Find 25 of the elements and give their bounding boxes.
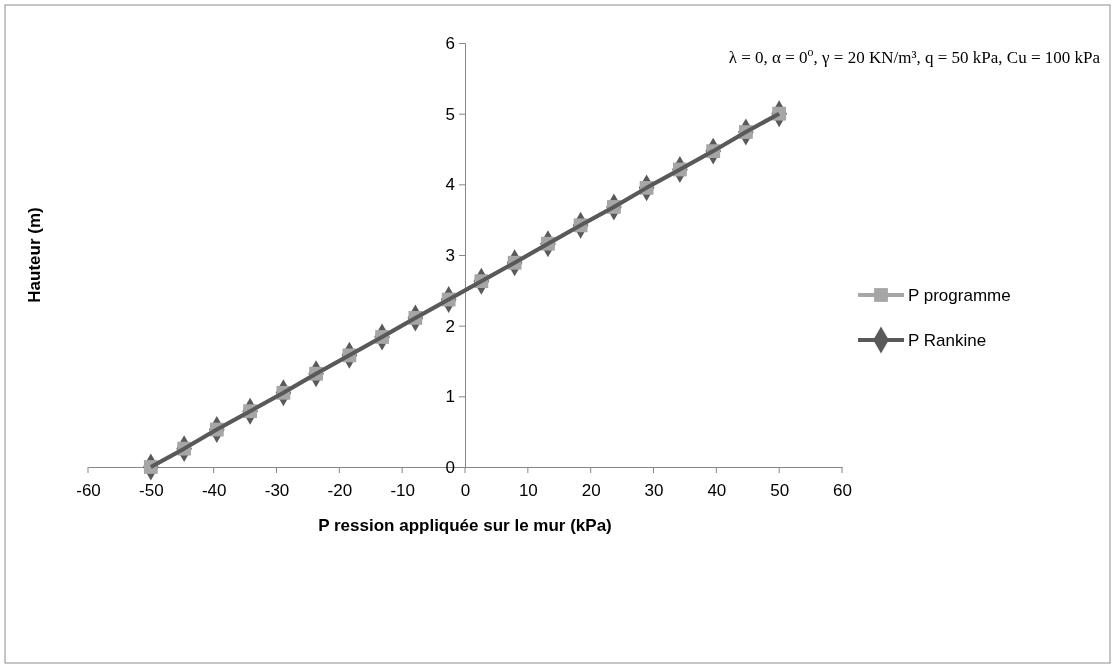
x-tick-label: -10: [390, 480, 415, 500]
x-tick-label: 30: [644, 480, 664, 500]
x-tick-label: 0: [460, 480, 471, 500]
y-tick-label: 3: [445, 245, 455, 265]
y-tick-label: 1: [445, 387, 455, 407]
y-tick-label: 6: [445, 33, 455, 53]
x-tick-label: -60: [76, 480, 101, 500]
x-tick-label: 60: [833, 480, 852, 500]
x-tick-label: 50: [770, 480, 790, 500]
annotation: λ = 0, α = 0$^{o}$, γ = 20 KN/m³, q = 50 kPa, Cu = 100 kPa: [728, 45, 1101, 67]
x-tick-label: -50: [139, 480, 164, 500]
y-tick-label: 4: [445, 175, 455, 195]
x-tick-label: 20: [581, 480, 601, 500]
y-axis-title: Hauteur (m): [25, 207, 44, 303]
x-axis-title: P ression appliquée sur le mur (kPa): [318, 516, 612, 535]
legend-label: P Rankine: [908, 331, 987, 350]
x-tick-label: 10: [518, 480, 538, 500]
x-tick-label: -20: [327, 480, 353, 500]
y-tick-label: 0: [445, 457, 455, 477]
x-tick-label: -30: [264, 480, 290, 500]
x-tick-label: -40: [201, 480, 227, 500]
y-tick-label: 2: [445, 316, 455, 336]
x-tick-label: 40: [707, 480, 727, 500]
y-tick-label: 5: [445, 104, 455, 124]
legend-label: P programme: [908, 286, 1011, 305]
